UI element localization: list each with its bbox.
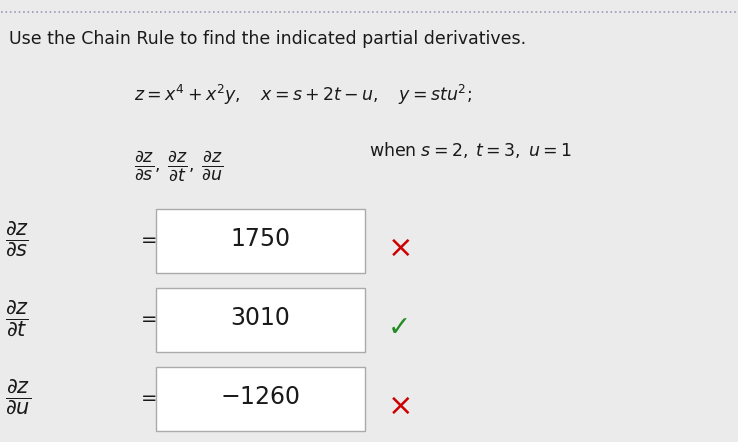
Text: $=$: $=$	[137, 229, 158, 248]
FancyBboxPatch shape	[156, 367, 365, 431]
Text: $=$: $=$	[137, 308, 158, 327]
Text: Use the Chain Rule to find the indicated partial derivatives.: Use the Chain Rule to find the indicated…	[9, 30, 526, 48]
Text: $=$: $=$	[137, 387, 158, 406]
Text: 3010: 3010	[230, 305, 291, 330]
Text: $\dfrac{\partial z}{\partial u}$: $\dfrac{\partial z}{\partial u}$	[5, 377, 31, 416]
FancyBboxPatch shape	[156, 209, 365, 273]
Text: $\times$: $\times$	[387, 234, 411, 263]
Text: $-1260$: $-1260$	[221, 385, 300, 409]
Text: $z = x^4 + x^2y, \quad x = s + 2t - u, \quad y = stu^2;$: $z = x^4 + x^2y, \quad x = s + 2t - u, \…	[134, 83, 472, 107]
Text: $\dfrac{\partial z}{\partial s},\; \dfrac{\partial z}{\partial t},\; \dfrac{\par: $\dfrac{\partial z}{\partial s},\; \dfra…	[134, 149, 224, 183]
Text: $\dfrac{\partial z}{\partial t}$: $\dfrac{\partial z}{\partial t}$	[5, 298, 30, 338]
Text: $\dfrac{\partial z}{\partial s}$: $\dfrac{\partial z}{\partial s}$	[5, 219, 30, 258]
Text: $\mathrm{when}\; s = 2,\; t = 3,\; u = 1$: $\mathrm{when}\; s = 2,\; t = 3,\; u = 1…	[369, 140, 572, 160]
Text: $\times$: $\times$	[387, 392, 411, 421]
FancyBboxPatch shape	[156, 288, 365, 352]
Text: $\checkmark$: $\checkmark$	[387, 312, 408, 340]
Text: 1750: 1750	[230, 227, 291, 251]
